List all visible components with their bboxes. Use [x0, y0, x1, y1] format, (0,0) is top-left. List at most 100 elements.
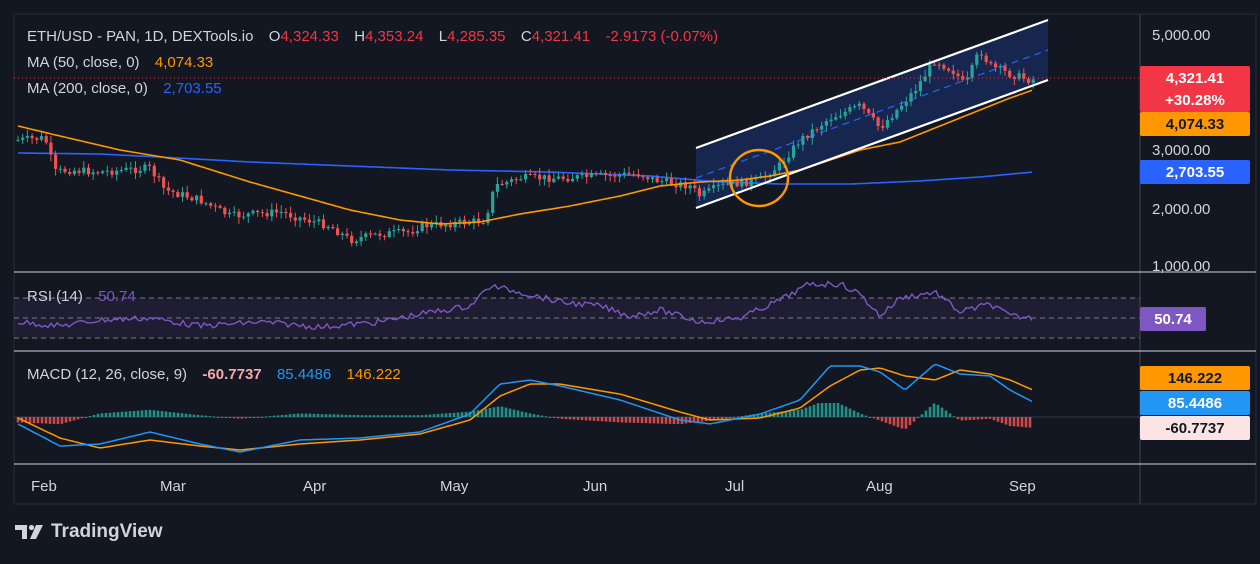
candle-body — [350, 235, 354, 243]
macd-histogram-bar — [112, 412, 116, 417]
macd-histogram-bar — [596, 417, 600, 422]
macd-histogram-bar — [900, 417, 904, 429]
candle-body — [829, 119, 833, 122]
macd-histogram-bar — [756, 413, 760, 417]
ma50-label: MA (50, close, 0) — [27, 54, 140, 71]
candle-body — [599, 172, 603, 174]
low-label: L — [438, 28, 448, 45]
candle-body — [749, 179, 753, 186]
candle-body — [326, 226, 330, 229]
candle-body — [157, 176, 161, 178]
ma200-label: MA (200, close, 0) — [27, 80, 148, 97]
candle-body — [16, 139, 20, 141]
candle-body — [148, 164, 152, 166]
candle-body — [947, 68, 951, 71]
macd-histogram-bar — [144, 410, 148, 417]
candle-body — [815, 129, 819, 131]
last-change-tag: +30.28% — [1140, 88, 1250, 112]
macd-histogram-bar — [32, 417, 36, 424]
macd-histogram-bar — [324, 414, 328, 417]
macd-histogram-bar — [600, 417, 604, 422]
candle-body — [810, 129, 814, 138]
candle-body — [425, 222, 429, 228]
macd-histogram-bar — [320, 414, 324, 417]
macd-histogram-bar — [336, 414, 340, 417]
candle-body — [646, 177, 650, 180]
macd-signal-value: 146.222 — [346, 366, 401, 383]
macd-histogram-bar — [168, 412, 172, 417]
candle-body — [509, 179, 514, 182]
candle-body — [63, 168, 67, 172]
macd-histogram-bar — [940, 407, 944, 417]
candle-body — [368, 233, 373, 235]
macd-histogram-bar — [420, 415, 424, 417]
macd-histogram-bar — [952, 416, 956, 418]
candle-body — [853, 106, 857, 108]
macd-histogram-bar — [720, 417, 724, 419]
macd-histogram-bar — [372, 415, 376, 417]
macd-histogram-bar — [272, 415, 276, 417]
candle-body — [321, 219, 326, 229]
macd-legend: MACD (12, 26, close, 9) -60.7737 85.4486… — [27, 366, 401, 383]
ma200-price-tag: 2,703.55 — [1140, 160, 1250, 184]
candle-body — [505, 181, 509, 185]
candle-body — [49, 142, 53, 155]
macd-histogram-bar — [664, 417, 668, 424]
candle-body — [39, 136, 44, 140]
last-price-tag: 4,321.41 — [1140, 66, 1250, 90]
candle-body — [237, 211, 241, 218]
macd-histogram-bar — [276, 415, 280, 417]
close-label: C — [520, 28, 532, 45]
macd-histogram-bar — [768, 412, 772, 417]
candle-body — [806, 135, 810, 139]
candle-body — [495, 184, 499, 192]
macd-histogram-bar — [148, 409, 152, 417]
candle-body — [566, 178, 570, 182]
candle-body — [547, 175, 551, 182]
candle-body — [298, 217, 302, 221]
candle-body — [712, 185, 716, 189]
macd-histogram-bar — [836, 403, 840, 417]
macd-histogram-bar — [264, 416, 268, 418]
candle-body — [627, 172, 631, 175]
macd-histogram-bar — [592, 417, 596, 421]
candle-body — [900, 105, 904, 110]
macd-histogram-bar — [928, 407, 932, 417]
macd-histogram-bar — [912, 417, 916, 422]
candle-body — [1022, 73, 1026, 79]
macd-histogram-bar — [88, 416, 92, 418]
price-scale-5000: 5,000.00 — [1152, 27, 1211, 44]
candle-body — [688, 185, 692, 189]
macd-histogram-bar — [584, 417, 588, 421]
candle-body — [735, 181, 739, 187]
macd-histogram-bar — [896, 417, 900, 428]
rsi-label: RSI (14) — [27, 288, 83, 305]
tradingview-brand[interactable]: TradingView — [15, 521, 163, 543]
rsi-price-tag: 50.74 — [1140, 307, 1206, 331]
candle-body — [472, 218, 476, 223]
macd-histogram-bar — [996, 417, 1000, 422]
candle-body — [533, 174, 537, 175]
macd-histogram-bar — [616, 417, 620, 423]
macd-histogram-bar — [724, 417, 728, 419]
macd-histogram-bar — [1000, 417, 1004, 424]
macd-histogram-bar — [504, 407, 508, 417]
candle-body — [679, 182, 683, 188]
macd-histogram-bar — [44, 417, 48, 424]
candle-body — [331, 226, 335, 229]
macd-histogram-bar — [524, 412, 528, 417]
macd-histogram-bar — [676, 417, 680, 425]
macd-histogram-bar — [1016, 417, 1020, 427]
candle-body — [740, 178, 744, 187]
channel-upper-line — [695, 18, 1049, 150]
candle-body — [82, 167, 86, 173]
candle-body — [716, 184, 720, 186]
candle-body — [857, 103, 861, 107]
macd-histogram-bar — [268, 416, 272, 418]
candle-body — [312, 221, 316, 223]
macd-histogram-bar — [776, 411, 780, 417]
macd-histogram-bar — [920, 414, 924, 417]
macd-histogram-bar — [204, 415, 208, 417]
macd-histogram-bar — [280, 415, 284, 417]
